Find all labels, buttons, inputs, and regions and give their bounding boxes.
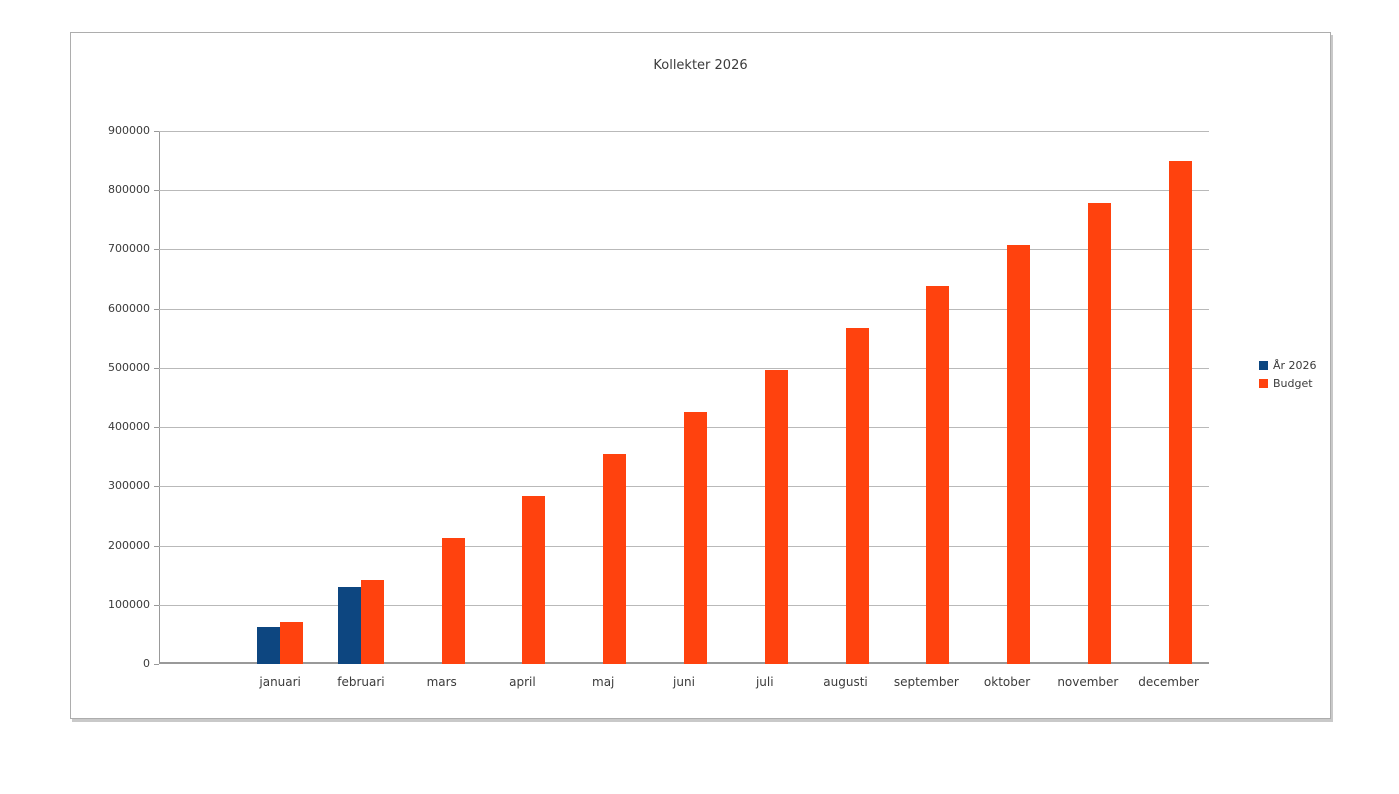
x-axis-label-juli: juli bbox=[755, 675, 774, 689]
x-axis-label-april: april bbox=[509, 675, 536, 689]
bar-budget-augusti bbox=[845, 328, 869, 664]
bar-budget-januari bbox=[280, 622, 304, 664]
chart-frame: Kollekter 2026 År 2026 Budget 0 100000 200… bbox=[70, 32, 1331, 719]
x-axis-label-juni: juni bbox=[673, 675, 695, 689]
gridline-600000 bbox=[159, 308, 1209, 310]
y-axis-tick-500000 bbox=[154, 367, 159, 369]
gridline-800000 bbox=[159, 190, 1209, 192]
legend-label-budget: Budget bbox=[1273, 377, 1313, 390]
bar-ar2026-februari bbox=[337, 587, 361, 664]
bar-budget-september bbox=[926, 286, 950, 664]
bar-ar2026-januari bbox=[257, 627, 281, 664]
y-axis-tick-400000 bbox=[154, 427, 159, 429]
x-axis-label-december: december bbox=[1138, 675, 1199, 689]
x-axis-label-oktober: oktober bbox=[983, 675, 1031, 689]
legend: År 2026 Budget bbox=[1259, 359, 1317, 395]
gridline-500000 bbox=[159, 367, 1209, 369]
y-axis-tick-700000 bbox=[154, 249, 159, 251]
bar-budget-maj bbox=[603, 454, 627, 664]
x-axis-label-maj: maj bbox=[592, 675, 615, 689]
bar-budget-februari bbox=[360, 580, 384, 664]
bar-budget-april bbox=[522, 496, 546, 664]
y-axis-tick-600000 bbox=[154, 308, 159, 310]
y-axis-tick-300000 bbox=[154, 486, 159, 488]
x-axis-label-mars: mars bbox=[426, 675, 457, 689]
bar-budget-juni bbox=[684, 412, 707, 664]
bar-budget-december bbox=[1168, 160, 1192, 664]
y-axis-line bbox=[159, 131, 160, 664]
x-axis-label-februari: februari bbox=[337, 675, 385, 689]
x-axis-label-november: november bbox=[1057, 675, 1119, 689]
gridline-900000 bbox=[159, 131, 1209, 132]
legend-swatch-budget bbox=[1259, 379, 1268, 388]
y-axis-tick-900000 bbox=[154, 131, 159, 132]
legend-label-ar-2026: År 2026 bbox=[1273, 359, 1317, 372]
x-axis-label-januari: januari bbox=[259, 675, 301, 689]
y-axis-label-400000: 400000 bbox=[108, 420, 150, 434]
bar-budget-mars bbox=[441, 538, 465, 664]
legend-item-ar-2026: År 2026 bbox=[1259, 359, 1317, 372]
y-axis-tick-0 bbox=[154, 664, 159, 665]
x-axis-label-augusti: augusti bbox=[823, 675, 868, 689]
y-axis-label-300000: 300000 bbox=[108, 479, 150, 493]
y-axis-tick-200000 bbox=[154, 545, 159, 547]
chart-title: Kollekter 2026 bbox=[653, 58, 748, 73]
y-axis-label-200000: 200000 bbox=[108, 538, 150, 552]
y-axis-tick-100000 bbox=[154, 604, 159, 606]
bar-budget-oktober bbox=[1007, 244, 1031, 664]
y-axis-label-500000: 500000 bbox=[108, 360, 150, 374]
y-axis-label-800000: 800000 bbox=[108, 183, 150, 197]
y-axis-tick-800000 bbox=[154, 190, 159, 192]
y-axis-label-100000: 100000 bbox=[108, 597, 150, 611]
y-axis-label-600000: 600000 bbox=[108, 301, 150, 315]
legend-swatch-ar-2026 bbox=[1259, 361, 1268, 370]
y-axis-label-700000: 700000 bbox=[108, 242, 150, 256]
y-axis-label-0: 0 bbox=[143, 657, 150, 670]
bar-budget-juli bbox=[764, 370, 788, 664]
legend-item-budget: Budget bbox=[1259, 377, 1317, 390]
gridline-700000 bbox=[159, 249, 1209, 251]
x-axis-label-september: september bbox=[893, 675, 959, 689]
plot-area bbox=[159, 131, 1209, 664]
bar-budget-november bbox=[1087, 202, 1111, 664]
y-axis-label-900000: 900000 bbox=[108, 124, 150, 137]
